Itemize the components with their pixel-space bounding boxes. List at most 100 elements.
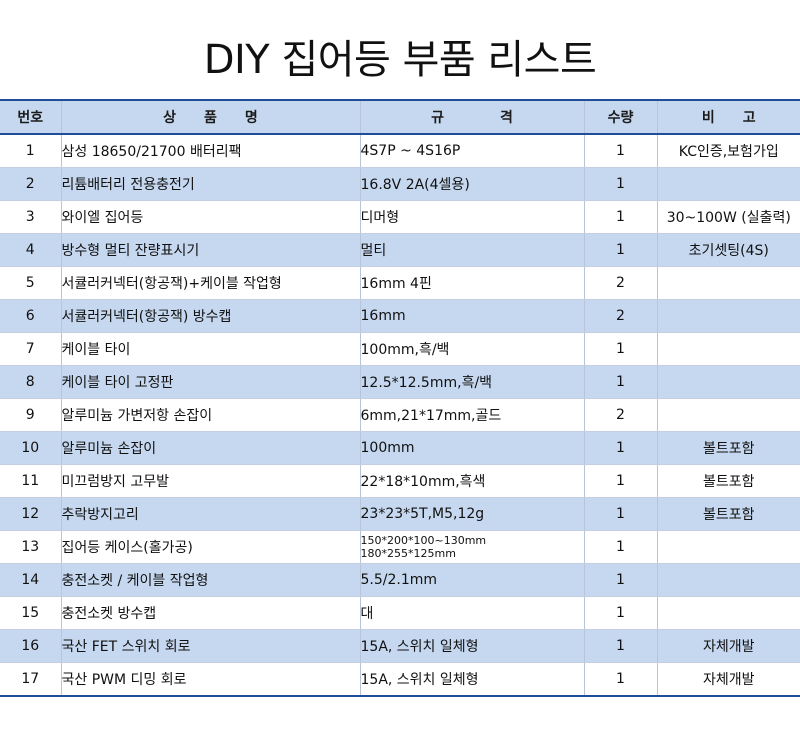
cell-note: [656, 167, 800, 201]
header-spec: 규 격: [359, 99, 585, 135]
table-row: 14 충전소켓 / 케이블 작업형 5.5/2.1mm 1: [0, 563, 800, 597]
cell-no: 15: [0, 596, 62, 630]
table-row: 8 케이블 타이 고정판 12.5*12.5mm,흑/백 1: [0, 365, 800, 399]
cell-product-name: 충전소켓 방수캡: [60, 596, 361, 630]
cell-spec: 16mm 4핀: [359, 266, 585, 300]
cell-spec: 150*200*100~130mm 180*255*125mm: [359, 530, 585, 564]
table-row: 7 케이블 타이 100mm,흑/백 1: [0, 332, 800, 366]
cell-no: 2: [0, 167, 62, 201]
cell-spec: 12.5*12.5mm,흑/백: [359, 365, 585, 399]
header-no: 번호: [0, 99, 62, 135]
cell-spec: 16mm: [359, 299, 585, 333]
cell-note: [656, 332, 800, 366]
cell-spec: 6mm,21*17mm,골드: [359, 398, 585, 432]
cell-quantity: 1: [583, 662, 658, 697]
cell-quantity: 1: [583, 629, 658, 663]
cell-no: 8: [0, 365, 62, 399]
cell-note: [656, 563, 800, 597]
cell-product-name: 국산 FET 스위치 회로: [60, 629, 361, 663]
cell-product-name: 국산 PWM 디밍 회로: [60, 662, 361, 697]
cell-spec: 5.5/2.1mm: [359, 563, 585, 597]
cell-no: 11: [0, 464, 62, 498]
cell-spec: 멀티: [359, 233, 585, 267]
cell-note: [656, 266, 800, 300]
table-row: 15 충전소켓 방수캡 대 1: [0, 596, 800, 630]
cell-quantity: 2: [583, 299, 658, 333]
cell-note: 볼트포함: [656, 497, 800, 531]
cell-product-name: 와이엘 집어등: [60, 200, 361, 234]
cell-product-name: 알루미늄 손잡이: [60, 431, 361, 465]
table-row: 6 서큘러커넥터(항공잭) 방수캡 16mm 2: [0, 299, 800, 333]
cell-quantity: 2: [583, 398, 658, 432]
table-row: 17 국산 PWM 디밍 회로 15A, 스위치 일체형 1 자체개발: [0, 662, 800, 697]
header-product-name: 상 품 명: [60, 99, 361, 135]
cell-note: 자체개발: [656, 629, 800, 663]
cell-no: 9: [0, 398, 62, 432]
cell-product-name: 삼성 18650/21700 배터리팩: [60, 133, 361, 168]
table-row: 13 집어등 케이스(홀가공) 150*200*100~130mm 180*255…: [0, 530, 800, 564]
cell-note: [656, 365, 800, 399]
cell-spec-line-2: 180*255*125mm: [360, 547, 456, 560]
cell-product-name: 서큘러커넥터(항공잭)+케이블 작업형: [60, 266, 361, 300]
cell-note: 초기셋팅(4S): [656, 233, 800, 267]
cell-quantity: 1: [583, 530, 658, 564]
cell-spec: 15A, 스위치 일체형: [359, 629, 585, 663]
cell-quantity: 1: [583, 200, 658, 234]
cell-note: 볼트포함: [656, 431, 800, 465]
cell-product-name: 미끄럼방지 고무발: [60, 464, 361, 498]
cell-spec: 23*23*5T,M5,12g: [359, 497, 585, 531]
cell-no: 5: [0, 266, 62, 300]
table-row: 3 와이엘 집어등 디머형 1 30~100W (실출력): [0, 200, 800, 234]
table-row: 9 알루미늄 가변저항 손잡이 6mm,21*17mm,골드 2: [0, 398, 800, 432]
cell-product-name: 케이블 타이 고정판: [60, 365, 361, 399]
cell-quantity: 1: [583, 431, 658, 465]
parts-table: 번호 상 품 명 규 격 수량 비 고 1 삼성 18650/21700 배터리…: [0, 99, 800, 697]
cell-quantity: 1: [583, 133, 658, 168]
cell-note: 30~100W (실출력): [656, 200, 800, 234]
cell-quantity: 1: [583, 464, 658, 498]
cell-product-name: 서큘러커넥터(항공잭) 방수캡: [60, 299, 361, 333]
cell-no: 6: [0, 299, 62, 333]
cell-note: [656, 530, 800, 564]
table-row: 2 리튬배터리 전용충전기 16.8V 2A(4셀용) 1: [0, 167, 800, 201]
cell-no: 10: [0, 431, 62, 465]
table-row: 4 방수형 멀티 잔량표시기 멀티 1 초기셋팅(4S): [0, 233, 800, 267]
cell-spec-line-1: 150*200*100~130mm: [360, 534, 487, 547]
cell-note: KC인증,보험가입: [656, 133, 800, 168]
cell-no: 1: [0, 133, 62, 168]
table-row: 5 서큘러커넥터(항공잭)+케이블 작업형 16mm 4핀 2: [0, 266, 800, 300]
cell-spec: 100mm: [359, 431, 585, 465]
cell-no: 4: [0, 233, 62, 267]
cell-product-name: 집어등 케이스(홀가공): [60, 530, 361, 564]
cell-no: 13: [0, 530, 62, 564]
table-row: 11 미끄럼방지 고무발 22*18*10mm,흑색 1 볼트포함: [0, 464, 800, 498]
cell-quantity: 1: [583, 167, 658, 201]
cell-quantity: 1: [583, 365, 658, 399]
header-note: 비 고: [656, 99, 800, 135]
cell-product-name: 충전소켓 / 케이블 작업형: [60, 563, 361, 597]
cell-product-name: 케이블 타이: [60, 332, 361, 366]
cell-no: 17: [0, 662, 62, 697]
cell-note: [656, 299, 800, 333]
cell-spec: 디머형: [359, 200, 585, 234]
cell-note: 자체개발: [656, 662, 800, 697]
table-row: 1 삼성 18650/21700 배터리팩 4S7P ~ 4S16P 1 KC인…: [0, 133, 800, 168]
cell-note: 볼트포함: [656, 464, 800, 498]
cell-spec: 4S7P ~ 4S16P: [359, 133, 585, 168]
cell-no: 12: [0, 497, 62, 531]
cell-spec: 16.8V 2A(4셀용): [359, 167, 585, 201]
table-header-row: 번호 상 품 명 규 격 수량 비 고: [0, 99, 800, 135]
cell-product-name: 리튬배터리 전용충전기: [60, 167, 361, 201]
cell-quantity: 1: [583, 233, 658, 267]
cell-spec: 100mm,흑/백: [359, 332, 585, 366]
cell-quantity: 1: [583, 596, 658, 630]
cell-quantity: 1: [583, 332, 658, 366]
header-quantity: 수량: [583, 99, 658, 135]
cell-quantity: 2: [583, 266, 658, 300]
cell-no: 7: [0, 332, 62, 366]
cell-product-name: 방수형 멀티 잔량표시기: [60, 233, 361, 267]
cell-spec: 15A, 스위치 일체형: [359, 662, 585, 697]
cell-quantity: 1: [583, 563, 658, 597]
cell-no: 3: [0, 200, 62, 234]
cell-spec: 22*18*10mm,흑색: [359, 464, 585, 498]
